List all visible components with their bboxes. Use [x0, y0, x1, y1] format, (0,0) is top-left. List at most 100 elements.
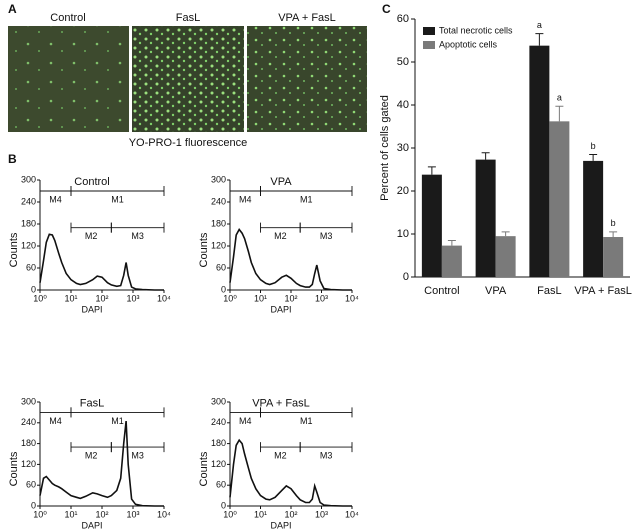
- x-tick-label: VPA: [485, 285, 507, 297]
- x-axis-label: DAPI: [270, 304, 291, 314]
- image-label: FasL: [176, 12, 200, 24]
- y-axis-label: Counts: [8, 451, 20, 486]
- x-tick-label: 10²: [284, 509, 297, 519]
- legend-swatch: [423, 41, 435, 49]
- bar: [549, 121, 570, 277]
- gate-label: M2: [85, 450, 98, 460]
- x-tick-label: 10⁴: [345, 293, 359, 303]
- x-tick-label: 10⁰: [223, 293, 237, 303]
- error-bar: [555, 105, 564, 122]
- x-axis-label: DAPI: [81, 304, 102, 314]
- micrograph: [8, 26, 129, 132]
- legend-label: Total necrotic cells: [439, 25, 513, 35]
- bar: [529, 45, 550, 277]
- y-tick-label: 0: [221, 284, 226, 294]
- x-tick-label: Control: [424, 285, 459, 297]
- x-tick-label: 10²: [95, 293, 108, 303]
- gate-label: M3: [131, 231, 144, 241]
- chart-title: FasL: [80, 397, 104, 409]
- y-tick-label: 60: [26, 480, 36, 490]
- error-bar: [501, 231, 510, 237]
- y-tick-label: 300: [21, 396, 36, 406]
- chart-title: VPA + FasL: [252, 397, 310, 409]
- gate-line: [70, 407, 165, 418]
- y-tick-label: 60: [26, 262, 36, 272]
- y-tick-label: 300: [211, 396, 226, 406]
- panel-label: B: [8, 152, 17, 166]
- y-tick-label: 240: [21, 417, 36, 427]
- gate-label: M4: [239, 194, 252, 204]
- y-tick-label: 0: [221, 500, 226, 510]
- x-tick-label: 10⁰: [33, 293, 47, 303]
- x-tick-label: 10⁰: [223, 509, 237, 519]
- y-tick-label: 50: [397, 56, 409, 68]
- y-tick-label: 20: [397, 185, 409, 197]
- gate-label: M3: [320, 231, 333, 241]
- x-axis-label: DAPI: [270, 520, 291, 530]
- gate-label: M3: [320, 450, 333, 460]
- error-bar: [589, 153, 598, 161]
- panel-label: C: [382, 2, 391, 16]
- y-tick-label: 120: [21, 240, 36, 250]
- gate-line: [299, 442, 353, 453]
- y-tick-label: 0: [31, 284, 36, 294]
- y-tick-label: 30: [397, 142, 409, 154]
- gate-label: M1: [111, 416, 124, 426]
- significance-label: b: [611, 218, 616, 228]
- gate-label: M3: [131, 450, 144, 460]
- legend-swatch: [423, 27, 435, 35]
- y-axis-label: Percent of cells gated: [379, 95, 391, 201]
- y-tick-label: 240: [211, 417, 226, 427]
- y-tick-label: 0: [403, 271, 409, 283]
- error-bar: [481, 152, 490, 160]
- histogram-line: [39, 233, 164, 291]
- gate-line: [110, 222, 165, 233]
- x-tick-label: 10⁴: [345, 509, 359, 519]
- gate-line: [260, 186, 353, 196]
- x-tick-label: 10⁰: [33, 509, 47, 519]
- y-tick-label: 300: [21, 174, 36, 184]
- gate-label: M4: [239, 416, 252, 426]
- gate-line: [70, 186, 165, 196]
- gate-line: [299, 222, 353, 233]
- x-tick-label: FasL: [537, 285, 561, 297]
- y-tick-label: 120: [211, 459, 226, 469]
- y-tick-label: 120: [211, 240, 226, 250]
- legend-label: Apoptotic cells: [439, 39, 498, 49]
- bar: [441, 245, 462, 277]
- x-tick-label: 10⁴: [157, 509, 171, 519]
- chart-title: Control: [74, 176, 109, 188]
- x-tick-label: 10³: [126, 293, 139, 303]
- x-tick-label: 10⁴: [157, 293, 171, 303]
- gate-label: M4: [49, 194, 62, 204]
- gate-label: M2: [85, 231, 98, 241]
- y-tick-label: 180: [21, 438, 36, 448]
- y-tick-label: 60: [216, 480, 226, 490]
- image-label: VPA + FasL: [278, 12, 336, 24]
- gate-label: M4: [49, 416, 62, 426]
- chart-title: VPA: [270, 176, 292, 188]
- significance-label: a: [557, 93, 562, 103]
- histogram-line: [229, 438, 352, 507]
- y-tick-label: 180: [211, 218, 226, 228]
- y-tick-label: 240: [211, 196, 226, 206]
- y-tick-label: 240: [21, 196, 36, 206]
- bar: [603, 237, 624, 277]
- y-tick-label: 40: [397, 99, 409, 111]
- y-tick-label: 300: [211, 174, 226, 184]
- error-bar: [427, 166, 436, 175]
- bar: [495, 236, 516, 277]
- x-tick-label: 10³: [315, 293, 328, 303]
- significance-label: a: [537, 20, 542, 30]
- error-bar: [609, 231, 618, 238]
- y-tick-label: 60: [216, 262, 226, 272]
- bar: [583, 160, 604, 277]
- gate-label: M1: [300, 194, 313, 204]
- image-label: Control: [50, 12, 85, 24]
- x-tick-label: 10³: [315, 509, 328, 519]
- y-tick-label: 0: [31, 500, 36, 510]
- image-caption: YO-PRO-1 fluorescence: [129, 137, 248, 149]
- y-tick-label: 180: [211, 438, 226, 448]
- y-axis-label: Counts: [8, 232, 20, 267]
